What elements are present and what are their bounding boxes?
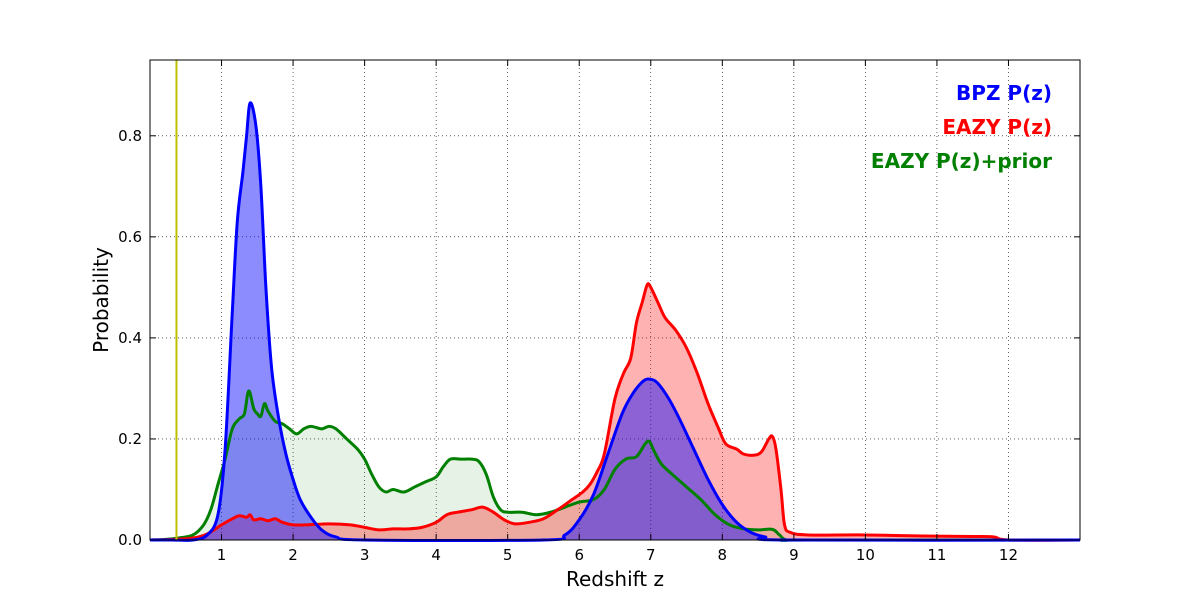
legend-entry-eazy-p-z: EAZY P(z): [942, 115, 1052, 139]
x-tick-label: 3: [360, 546, 370, 564]
legend: BPZ P(z) EAZY P(z) EAZY P(z)+prior: [871, 81, 1052, 173]
series-line-eazy-p-z: [149, 282, 1081, 542]
series-line-bpz-p-z: [150, 101, 1081, 543]
y-tick-label: 0.8: [118, 127, 142, 145]
series-area-bpz-p-z: [150, 102, 1080, 541]
x-tick-label: 9: [789, 546, 799, 564]
x-tick-label: 8: [718, 546, 728, 564]
grid: [150, 60, 1080, 541]
plot-frame: [149, 59, 1081, 541]
legend-entry-eazy-p-z-prior: EAZY P(z)+prior: [871, 149, 1052, 173]
series-layer: [149, 101, 1081, 543]
y-tick-label: 0.0: [118, 531, 142, 549]
y-tick-label: 0.2: [118, 430, 142, 448]
x-tick-label: 7: [646, 546, 656, 564]
x-tick-label: 10: [856, 546, 875, 564]
x-tick-label: 11: [927, 546, 946, 564]
y-tick-label: 0.4: [118, 329, 142, 347]
x-tick-label: 2: [288, 546, 298, 564]
series-area-eazy-p-z: [150, 283, 1080, 541]
series-area-eazy-p-z-prior: [150, 390, 1080, 541]
x-tick-label: 6: [574, 546, 584, 564]
x-tick-label: 5: [503, 546, 513, 564]
series-line-eazy-p-z-prior: [149, 389, 1080, 542]
ticks: 1 2 3 4 5 6 7 8 9 10 11 120.00.20.40.60.8: [118, 60, 1080, 564]
x-tick-label: 12: [999, 546, 1018, 564]
y-tick-label: 0.6: [118, 228, 142, 246]
plot-area-background: [150, 60, 1080, 540]
x-tick-label: 1: [217, 546, 227, 564]
x-axis-label: Redshift z: [566, 567, 664, 591]
legend-entry-bpz-p-z: BPZ P(z): [956, 81, 1052, 105]
x-tick-label: 4: [431, 546, 441, 564]
y-axis-label: Probability: [89, 247, 113, 353]
